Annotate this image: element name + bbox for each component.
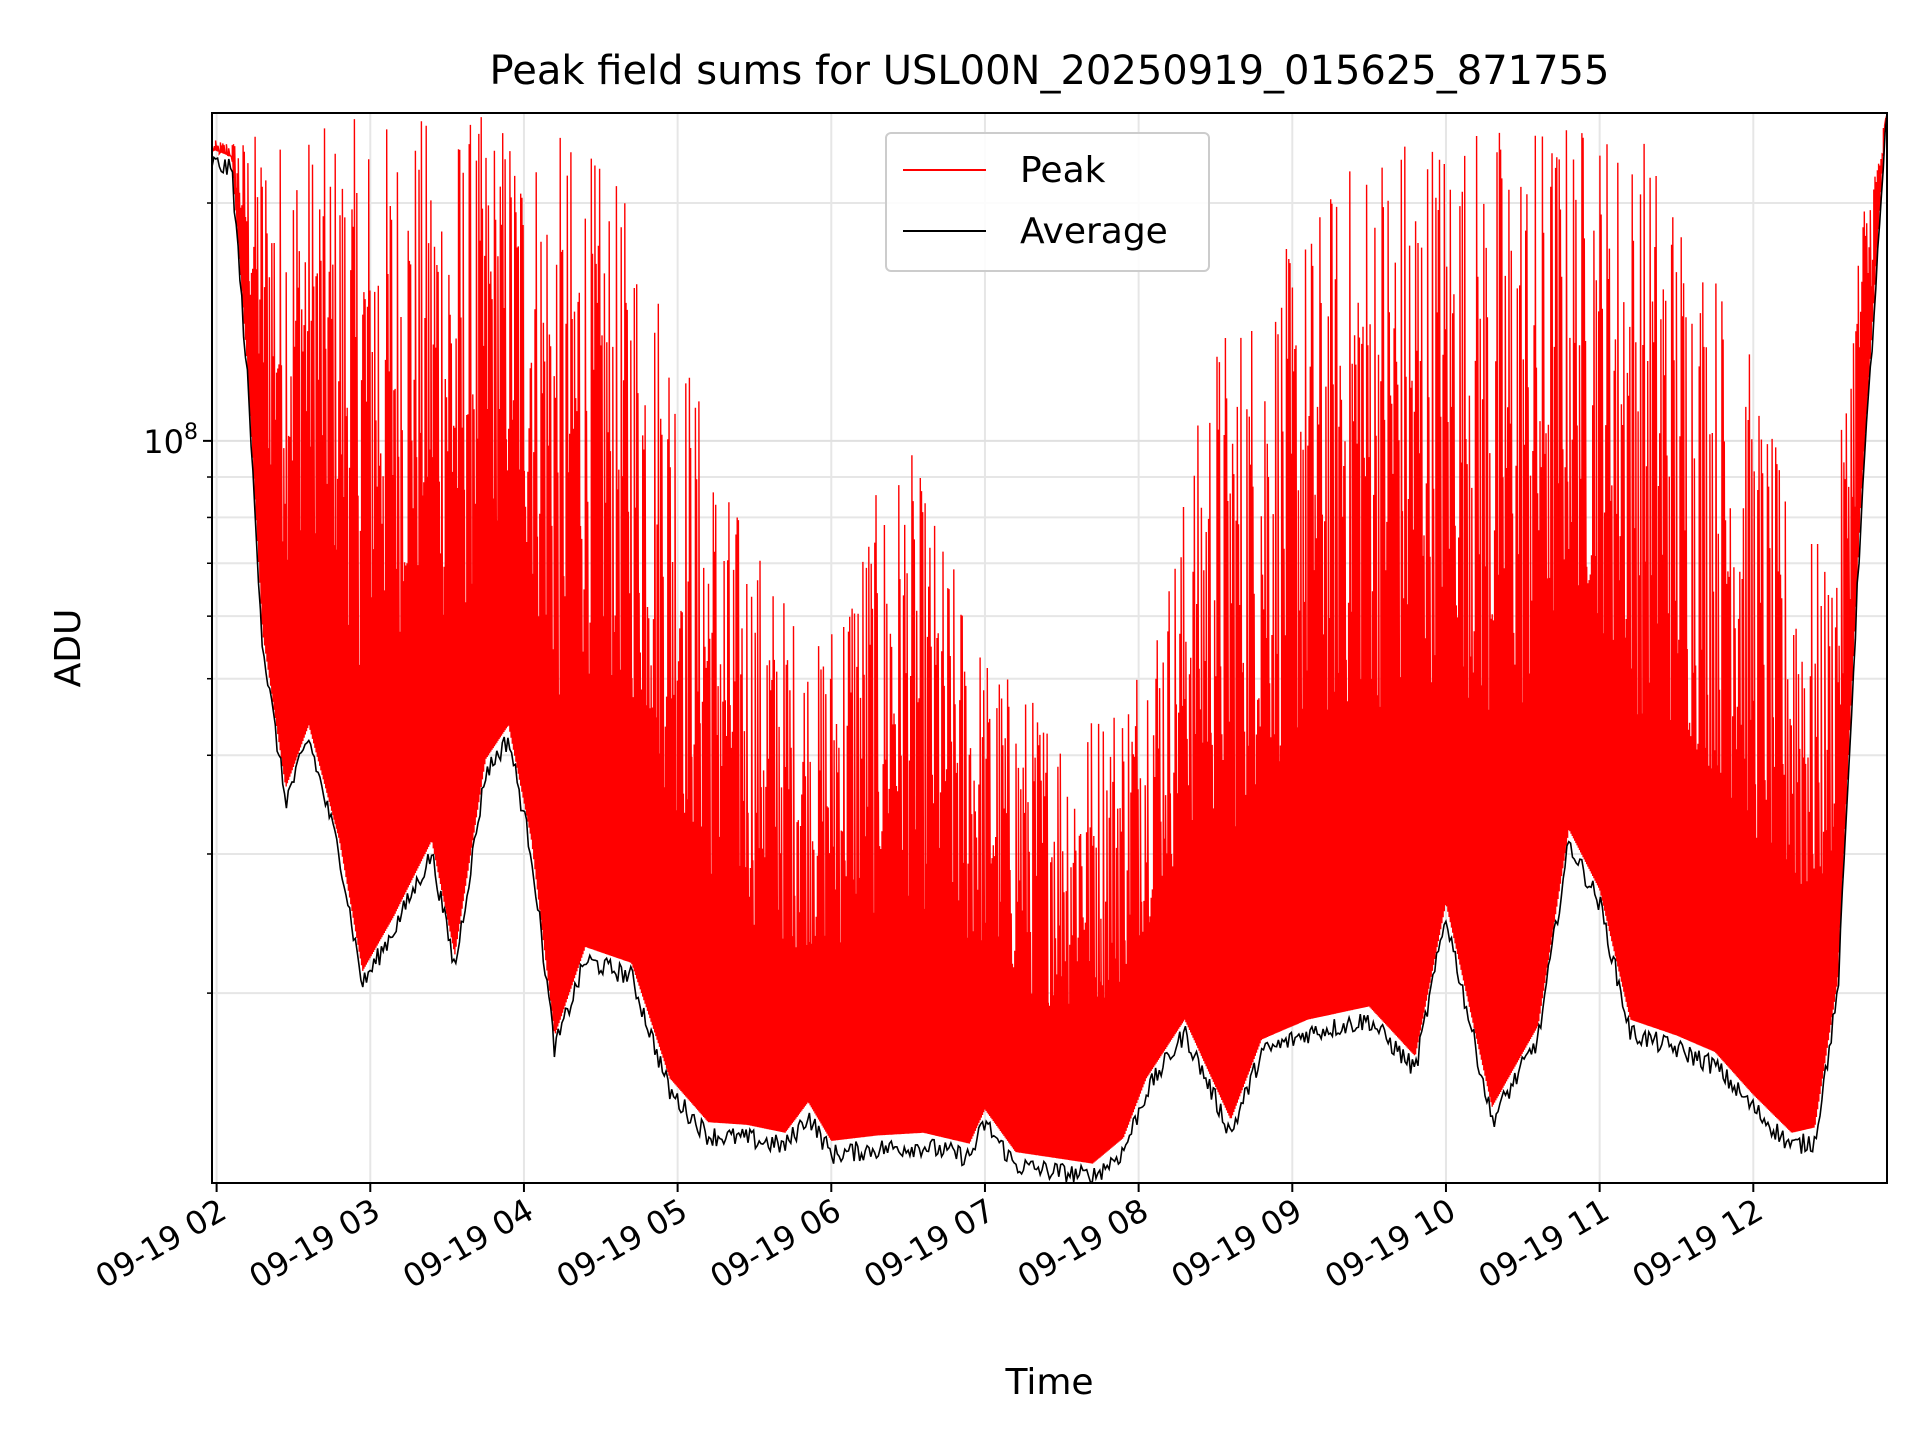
- x-axis-label: Time: [1004, 1362, 1093, 1403]
- legend: Peak Average: [885, 132, 1210, 272]
- y-axis: 108: [143, 202, 212, 994]
- legend-box: [885, 132, 1210, 272]
- plot-series: [211, 113, 1888, 1183]
- legend-average-label: Average: [1020, 211, 1168, 252]
- y-tick-label: 108: [143, 420, 198, 461]
- y-axis-label: ADU: [48, 609, 89, 688]
- chart-title: Peak field sums for USL00N_20250919_0156…: [490, 48, 1610, 94]
- plot-frame: [211, 112, 1888, 1184]
- series-average-line: [211, 113, 1888, 1183]
- series-peak-line: [211, 113, 1888, 1164]
- legend-peak-label: Peak: [1020, 150, 1106, 191]
